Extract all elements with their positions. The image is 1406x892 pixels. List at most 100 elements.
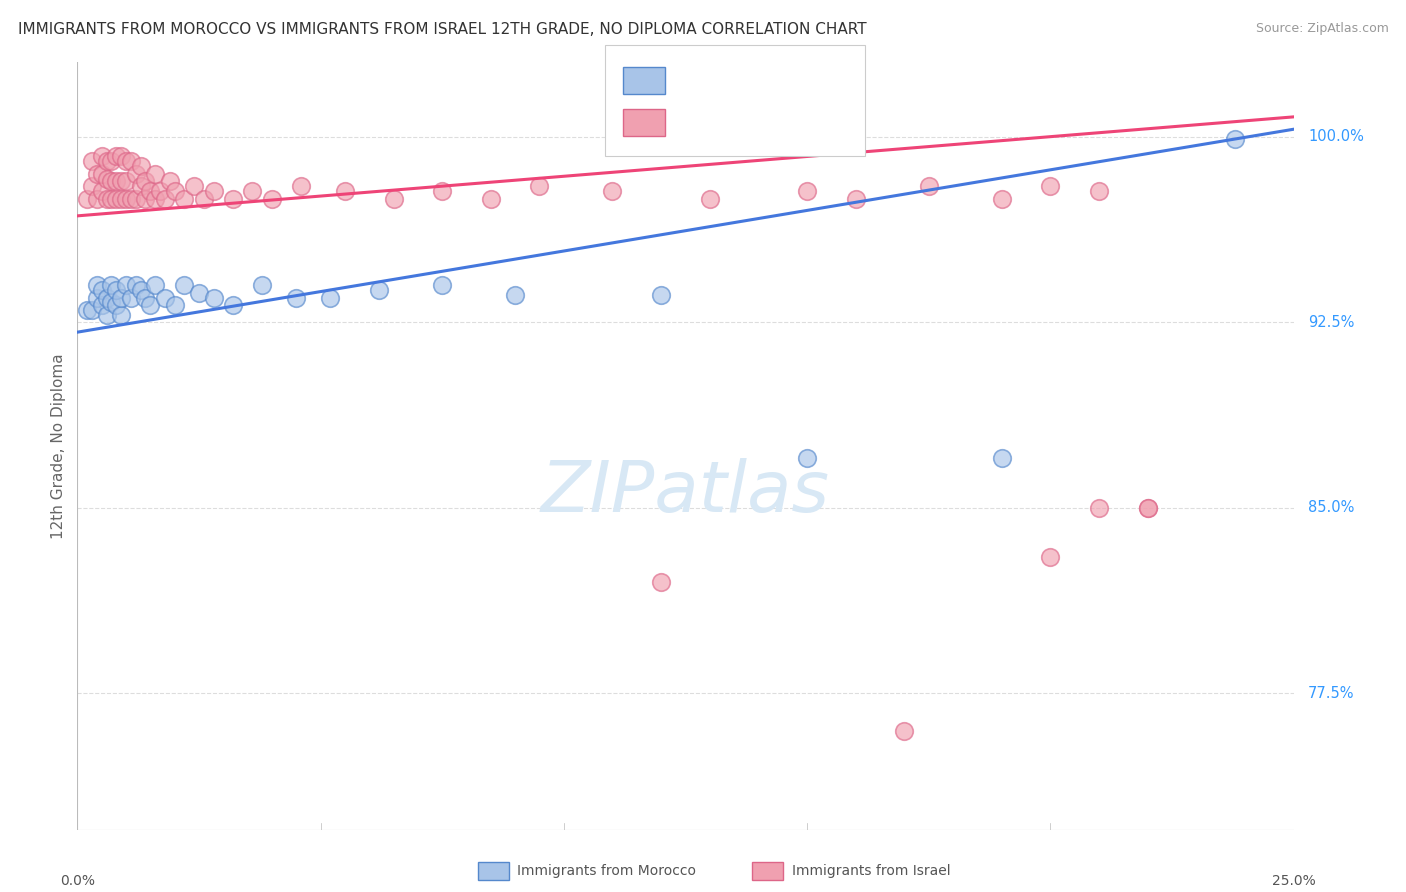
Point — [650, 288, 672, 302]
Point — [699, 192, 721, 206]
Point — [86, 192, 108, 206]
Point — [260, 192, 283, 206]
Point — [893, 723, 915, 738]
Point — [1136, 500, 1159, 515]
Point — [796, 184, 818, 198]
Point — [430, 278, 453, 293]
Point — [115, 278, 138, 293]
Point — [183, 179, 205, 194]
Point — [96, 192, 118, 206]
Point — [100, 278, 122, 293]
Point — [80, 179, 103, 194]
Text: 100.0%: 100.0% — [1308, 129, 1364, 145]
Text: Immigrants from Morocco: Immigrants from Morocco — [517, 863, 696, 878]
Point — [1039, 179, 1062, 194]
Text: N = 37: N = 37 — [759, 73, 817, 87]
Point — [120, 154, 142, 169]
Point — [1136, 500, 1159, 515]
Point — [115, 154, 138, 169]
Text: 77.5%: 77.5% — [1308, 686, 1354, 701]
Point — [222, 192, 245, 206]
Point — [80, 302, 103, 317]
Point — [90, 298, 112, 312]
Point — [134, 291, 156, 305]
Point — [319, 291, 342, 305]
Point — [110, 291, 132, 305]
Point — [129, 283, 152, 297]
Point — [990, 192, 1012, 206]
Point — [105, 149, 128, 163]
Point — [149, 184, 172, 198]
Text: ZIPatlas: ZIPatlas — [541, 458, 830, 526]
Point — [242, 184, 264, 198]
Point — [1223, 132, 1246, 146]
Text: Source: ZipAtlas.com: Source: ZipAtlas.com — [1256, 22, 1389, 36]
Point — [382, 192, 405, 206]
Text: R = 0.187: R = 0.187 — [673, 115, 756, 129]
Point — [918, 179, 941, 194]
Point — [202, 184, 225, 198]
Point — [90, 283, 112, 297]
Point — [125, 192, 148, 206]
Point — [139, 298, 162, 312]
Point — [100, 174, 122, 188]
Point — [159, 174, 181, 188]
Point — [139, 184, 162, 198]
Point — [120, 192, 142, 206]
Point — [86, 278, 108, 293]
Point — [100, 154, 122, 169]
Point — [129, 160, 152, 174]
Point — [125, 167, 148, 181]
Point — [120, 291, 142, 305]
Point — [503, 288, 526, 302]
Point — [76, 192, 98, 206]
Point — [143, 167, 166, 181]
Point — [86, 167, 108, 181]
Point — [290, 179, 312, 194]
Point — [143, 278, 166, 293]
Point — [143, 192, 166, 206]
Point — [479, 192, 502, 206]
Point — [285, 291, 308, 305]
Text: Immigrants from Israel: Immigrants from Israel — [792, 863, 950, 878]
Point — [134, 174, 156, 188]
Point — [368, 283, 391, 297]
Point — [110, 192, 132, 206]
Point — [100, 192, 122, 206]
Point — [96, 171, 118, 186]
Point — [105, 174, 128, 188]
Point — [90, 149, 112, 163]
Point — [86, 291, 108, 305]
Point — [650, 575, 672, 590]
Point — [153, 192, 176, 206]
Point — [163, 298, 186, 312]
Point — [125, 278, 148, 293]
Point — [90, 184, 112, 198]
Point — [105, 192, 128, 206]
Point — [80, 154, 103, 169]
Point — [96, 154, 118, 169]
Point — [173, 192, 195, 206]
Point — [990, 451, 1012, 466]
Point — [100, 295, 122, 310]
Point — [96, 291, 118, 305]
Point — [1088, 500, 1111, 515]
Point — [110, 149, 132, 163]
Point — [250, 278, 273, 293]
Text: IMMIGRANTS FROM MOROCCO VS IMMIGRANTS FROM ISRAEL 12TH GRADE, NO DIPLOMA CORRELA: IMMIGRANTS FROM MOROCCO VS IMMIGRANTS FR… — [18, 22, 868, 37]
Text: 0.0%: 0.0% — [60, 874, 94, 888]
Point — [333, 184, 356, 198]
Point — [110, 174, 132, 188]
Point — [76, 302, 98, 317]
Point — [105, 283, 128, 297]
Point — [222, 298, 245, 312]
Point — [430, 184, 453, 198]
Y-axis label: 12th Grade, No Diploma: 12th Grade, No Diploma — [51, 353, 66, 539]
Point — [134, 192, 156, 206]
Point — [193, 192, 215, 206]
Point — [202, 291, 225, 305]
Point — [96, 308, 118, 322]
Text: R = 0.323: R = 0.323 — [673, 73, 756, 87]
Point — [602, 184, 624, 198]
Point — [796, 451, 818, 466]
